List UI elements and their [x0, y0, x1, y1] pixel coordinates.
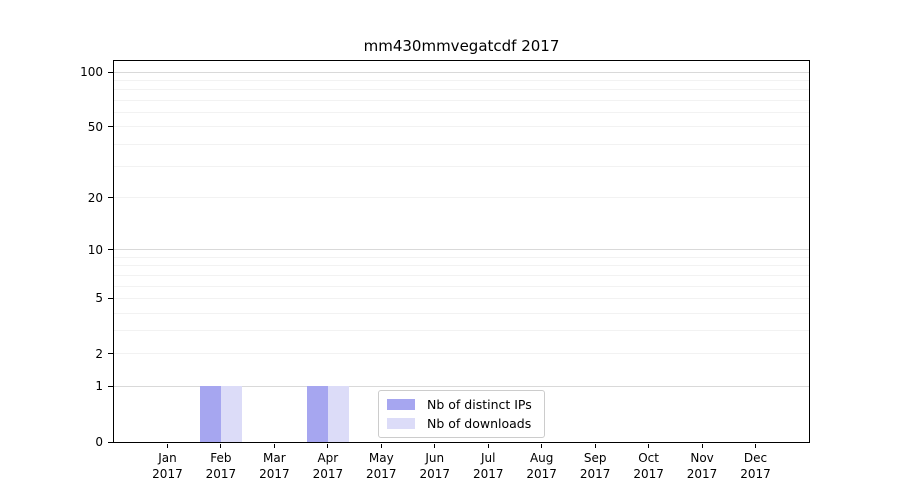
- x-tick: [594, 444, 596, 448]
- x-tick-label: Feb 2017: [205, 451, 237, 481]
- y-tick-label: 5: [95, 291, 103, 306]
- x-tick: [648, 444, 650, 448]
- minor-gridline: [114, 197, 809, 199]
- x-tick: [327, 444, 329, 448]
- x-tick: [220, 444, 222, 448]
- legend-swatch-distinct-ips: [387, 399, 415, 411]
- x-tick-label: Apr 2017: [312, 451, 344, 481]
- chart-title: mm430mmvegatcdf 2017: [363, 37, 560, 55]
- x-tick: [755, 444, 757, 448]
- y-tick: [108, 385, 113, 387]
- minor-gridline: [114, 126, 809, 128]
- x-tick-label: Mar 2017: [259, 451, 290, 481]
- legend-item-downloads: Nb of downloads: [387, 416, 536, 431]
- minor-gridline: [114, 166, 809, 168]
- minor-gridline: [114, 353, 809, 355]
- x-tick: [273, 444, 275, 448]
- bar-nb-of-downloads: [220, 386, 242, 442]
- minor-gridline: [114, 297, 809, 299]
- y-tick: [108, 197, 113, 199]
- x-tick-label: Sep 2017: [579, 451, 611, 481]
- minor-gridline: [114, 99, 809, 101]
- bar-nb-of-downloads: [327, 386, 349, 442]
- y-tick-label: 100: [80, 65, 103, 80]
- minor-gridline: [114, 265, 809, 267]
- y-tick-label: 1: [95, 379, 103, 394]
- major-gridline: [114, 249, 809, 251]
- x-tick: [166, 444, 168, 448]
- bar-nb-of-distinct-ips: [199, 386, 221, 442]
- legend-swatch-downloads: [387, 417, 415, 429]
- x-tick-label: May 2017: [366, 451, 397, 481]
- x-tick: [434, 444, 436, 448]
- legend-label-distinct-ips: Nb of distinct IPs: [427, 397, 532, 413]
- x-tick: [701, 444, 703, 448]
- x-tick-label: Jun 2017: [419, 451, 451, 481]
- minor-gridline: [114, 256, 809, 258]
- major-gridline: [114, 385, 809, 387]
- y-tick: [108, 126, 113, 128]
- minor-gridline: [114, 312, 809, 314]
- legend: Nb of distinct IPs Nb of downloads: [378, 390, 545, 438]
- x-tick-label: Nov 2017: [686, 451, 718, 481]
- x-tick-label: Dec 2017: [740, 451, 771, 481]
- y-tick: [108, 297, 113, 299]
- minor-gridline: [114, 143, 809, 145]
- bar-nb-of-distinct-ips: [306, 386, 328, 442]
- x-tick: [380, 444, 382, 448]
- y-tick: [108, 249, 113, 251]
- x-tick-label: Jan 2017: [152, 451, 183, 481]
- legend-item-distinct-ips: Nb of distinct IPs: [387, 397, 536, 412]
- y-tick-label: 20: [87, 190, 103, 205]
- plot-area: [113, 60, 810, 443]
- y-tick: [108, 353, 113, 355]
- x-tick: [487, 444, 489, 448]
- x-tick: [541, 444, 543, 448]
- minor-gridline: [114, 274, 809, 276]
- minor-gridline: [114, 330, 809, 332]
- y-tick: [108, 441, 113, 443]
- x-tick-label: Aug 2017: [526, 451, 557, 481]
- x-tick-label: Jul 2017: [472, 451, 504, 481]
- y-tick-label: 2: [95, 346, 103, 361]
- minor-gridline: [114, 79, 809, 81]
- y-tick: [108, 71, 113, 73]
- y-tick-label: 10: [87, 242, 103, 257]
- minor-gridline: [114, 112, 809, 113]
- minor-gridline: [114, 89, 809, 91]
- y-tick-label: 50: [87, 119, 103, 134]
- y-tick-label: 0: [95, 435, 103, 449]
- minor-gridline: [114, 285, 809, 287]
- x-tick-label: Oct 2017: [633, 451, 664, 481]
- legend-label-downloads: Nb of downloads: [427, 415, 532, 431]
- major-gridline: [114, 71, 809, 73]
